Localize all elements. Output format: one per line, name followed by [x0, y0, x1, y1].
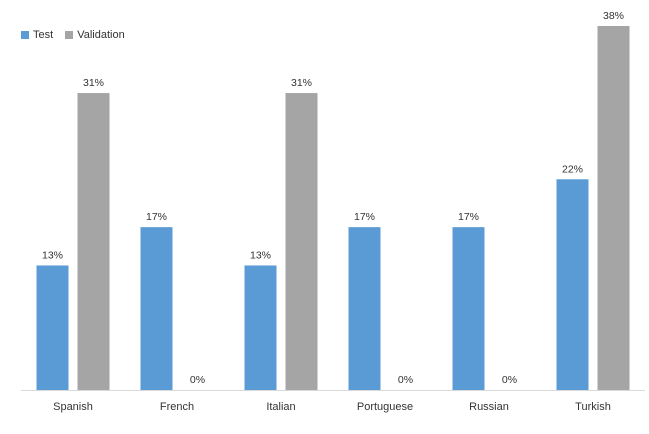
data-label-test-russian: 17% [458, 211, 479, 223]
x-tick-label-italian: Italian [266, 401, 295, 413]
data-label-validation-italian: 31% [291, 77, 312, 89]
legend-swatch-test [21, 31, 29, 39]
legend-item-validation: Validation [65, 29, 125, 41]
data-label-validation-turkish: 38% [603, 10, 624, 22]
data-label-test-french: 17% [146, 211, 167, 223]
legend-swatch-validation [65, 31, 74, 39]
data-label-validation-russian: 0% [502, 374, 517, 386]
x-tick-label-spanish: Spanish [53, 401, 93, 413]
legend: Test Validation [21, 29, 125, 41]
data-label-validation-portuguese: 0% [398, 374, 413, 386]
legend-label-test: Test [33, 29, 54, 41]
data-label-test-italian: 13% [250, 249, 271, 261]
bar-test-french [140, 227, 173, 390]
bar-test-turkish [556, 179, 589, 390]
x-tick-label-turkish: Turkish [575, 401, 611, 413]
bar-validation-spanish [77, 93, 110, 390]
bar-test-portuguese [348, 227, 381, 390]
legend-item-test: Test [21, 29, 53, 41]
data-label-validation-french: 0% [190, 374, 205, 386]
data-label-test-portuguese: 17% [354, 211, 375, 223]
x-tick-label-french: French [160, 401, 194, 413]
data-label-test-turkish: 22% [562, 163, 583, 175]
data-label-test-spanish: 13% [42, 249, 63, 261]
data-label-validation-spanish: 31% [83, 77, 104, 89]
bar-test-spanish [36, 265, 69, 390]
bar-test-russian [452, 227, 485, 390]
bar-test-italian [244, 265, 277, 390]
x-tick-label-portuguese: Portuguese [357, 401, 413, 413]
bar-validation-turkish [597, 26, 630, 390]
legend-label-validation: Validation [77, 29, 125, 41]
bar-validation-italian [285, 93, 318, 390]
x-tick-label-russian: Russian [469, 401, 509, 413]
